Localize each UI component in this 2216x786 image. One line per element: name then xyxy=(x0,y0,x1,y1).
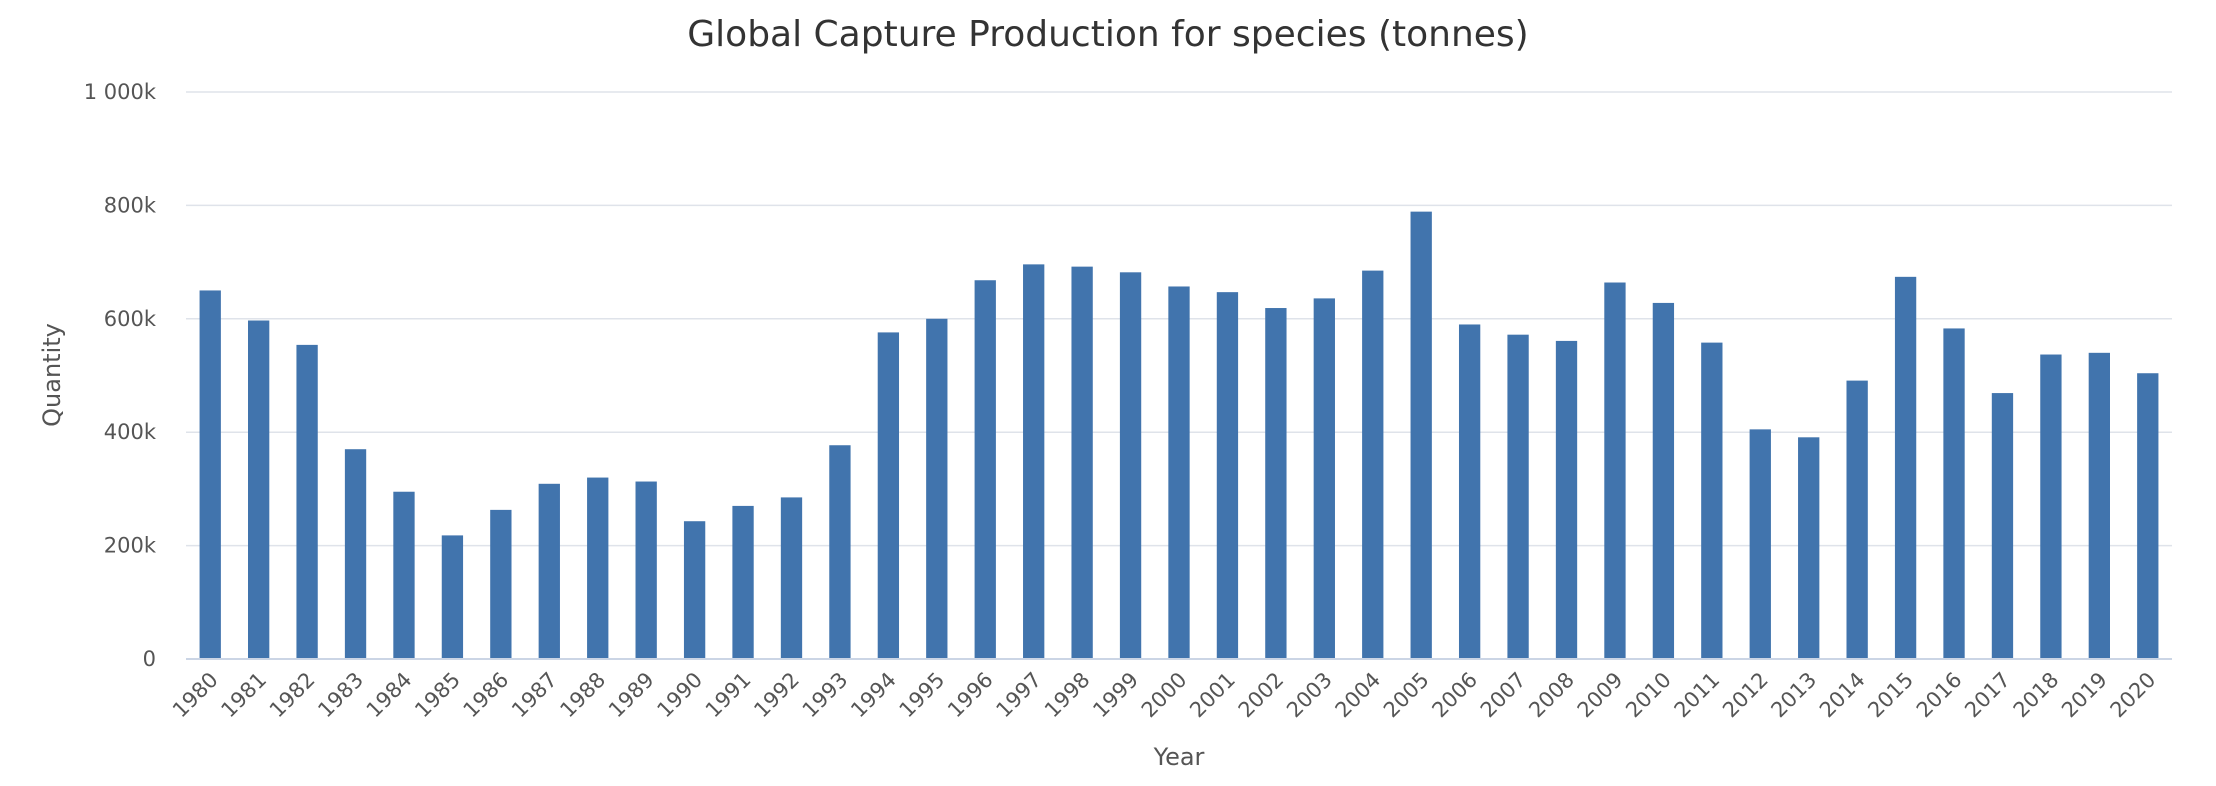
bar xyxy=(1265,308,1287,659)
bar xyxy=(829,445,851,659)
bar xyxy=(926,318,948,659)
x-tick-label: 1995 xyxy=(895,668,950,723)
bar xyxy=(1555,340,1578,659)
x-tick-label: 1996 xyxy=(943,668,998,723)
x-tick-label: 2016 xyxy=(1912,668,1967,723)
x-tick-label: 2005 xyxy=(1379,668,1434,723)
bar xyxy=(635,481,657,659)
x-tick-label: 1992 xyxy=(749,668,804,723)
x-tick-label: 2008 xyxy=(1524,668,1579,723)
bar xyxy=(780,497,803,659)
y-axis-ticks: 0 200k 400k 600k 800k 1 000k xyxy=(84,80,157,671)
bar xyxy=(2040,354,2062,659)
bar xyxy=(1798,437,1820,659)
y-tick-label: 0 xyxy=(143,647,156,671)
bar xyxy=(683,521,706,659)
x-tick-label: 2006 xyxy=(1427,668,1482,723)
bar xyxy=(1943,328,1965,659)
bar xyxy=(877,332,900,659)
bar xyxy=(2088,352,2110,659)
x-tick-label: 1981 xyxy=(216,668,271,723)
x-tick-label: 1982 xyxy=(265,668,320,723)
bars xyxy=(199,211,2159,659)
x-tick-label: 2001 xyxy=(1185,668,1240,723)
x-tick-label: 2002 xyxy=(1234,668,1289,723)
y-tick-label: 600k xyxy=(104,307,157,331)
bar xyxy=(1362,270,1384,659)
x-tick-label: 1997 xyxy=(991,668,1046,723)
y-axis-label: Quantity xyxy=(38,323,66,427)
x-axis-label: Year xyxy=(1153,743,1205,771)
bar xyxy=(587,477,609,659)
x-axis-ticks: 1980198119821983198419851986198719881989… xyxy=(168,668,2160,723)
x-tick-label: 2013 xyxy=(1766,668,1821,723)
y-tick-label: 400k xyxy=(104,420,157,444)
bar xyxy=(732,505,754,659)
bar xyxy=(296,344,318,659)
bar xyxy=(1119,272,1142,659)
bar xyxy=(538,483,560,659)
bar xyxy=(1749,429,1771,659)
bar xyxy=(1023,264,1045,659)
x-tick-label: 1999 xyxy=(1088,668,1143,723)
bar xyxy=(1991,393,2014,659)
y-tick-label: 200k xyxy=(104,534,157,558)
x-tick-label: 2011 xyxy=(1670,668,1725,723)
bar xyxy=(974,280,996,659)
chart-title: Global Capture Production for species (t… xyxy=(687,14,1528,55)
bar xyxy=(1458,324,1481,659)
bar xyxy=(441,535,464,659)
bar xyxy=(1071,266,1093,659)
x-tick-label: 2017 xyxy=(1960,668,2015,723)
x-tick-label: 1990 xyxy=(652,668,707,723)
x-tick-label: 1985 xyxy=(410,668,465,723)
bar xyxy=(344,449,367,659)
bar xyxy=(2137,373,2159,659)
bar xyxy=(1313,298,1335,659)
x-tick-label: 2015 xyxy=(1863,668,1918,723)
x-tick-label: 2007 xyxy=(1476,668,1531,723)
x-tick-label: 2018 xyxy=(2009,668,2064,723)
x-tick-label: 2019 xyxy=(2057,668,2112,723)
bar xyxy=(490,509,512,659)
x-tick-label: 2004 xyxy=(1331,668,1386,723)
x-tick-label: 1984 xyxy=(362,668,417,723)
x-tick-label: 2010 xyxy=(1621,668,1676,723)
x-tick-label: 1983 xyxy=(313,668,368,723)
x-tick-label: 2009 xyxy=(1573,668,1628,723)
bar xyxy=(248,320,270,659)
bar xyxy=(199,290,221,659)
x-tick-label: 2003 xyxy=(1282,668,1337,723)
bar xyxy=(1604,282,1626,659)
x-tick-label: 1987 xyxy=(507,668,562,723)
x-tick-label: 2000 xyxy=(1137,668,1192,723)
x-tick-label: 1998 xyxy=(1040,668,1095,723)
bar xyxy=(1216,292,1239,659)
bar xyxy=(1652,302,1675,659)
x-tick-label: 1986 xyxy=(459,668,514,723)
bar xyxy=(1701,342,1723,659)
bar xyxy=(393,491,415,659)
bar xyxy=(1410,211,1432,659)
x-tick-label: 1989 xyxy=(604,668,659,723)
bar xyxy=(1846,380,1868,659)
y-tick-label: 1 000k xyxy=(84,80,157,104)
x-tick-label: 1993 xyxy=(798,668,853,723)
x-tick-label: 1988 xyxy=(555,668,610,723)
x-tick-label: 2020 xyxy=(2106,668,2161,723)
y-tick-label: 800k xyxy=(104,193,157,217)
bar xyxy=(1894,276,1917,659)
bar xyxy=(1168,286,1190,659)
x-tick-label: 1994 xyxy=(846,668,901,723)
x-tick-label: 1980 xyxy=(168,668,223,723)
x-tick-label: 1991 xyxy=(701,668,756,723)
x-tick-label: 2014 xyxy=(1815,668,1870,723)
x-tick-label: 2012 xyxy=(1718,668,1773,723)
bar xyxy=(1507,334,1529,659)
